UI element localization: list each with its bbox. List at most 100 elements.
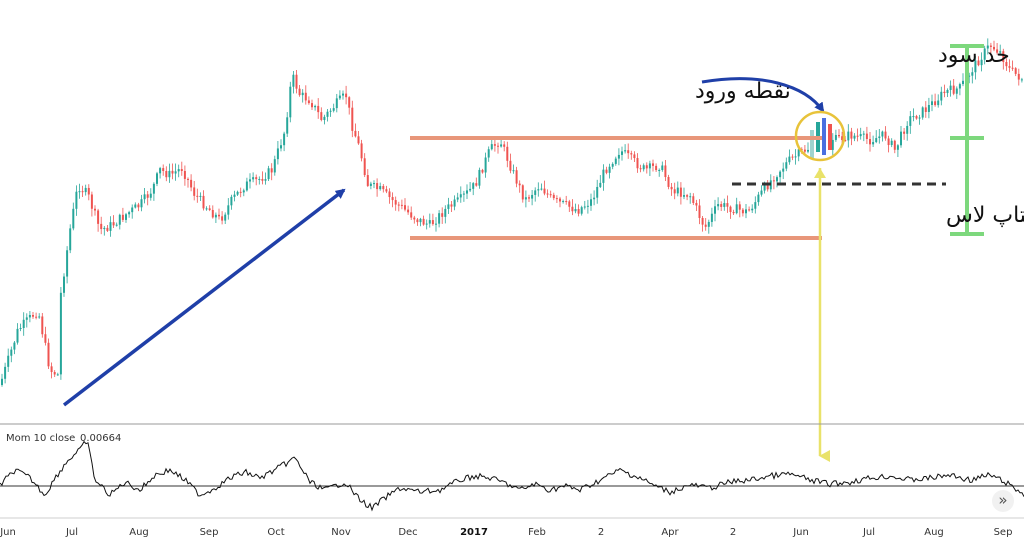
candle xyxy=(47,338,50,369)
candle xyxy=(704,218,707,231)
candle xyxy=(745,204,747,219)
x-tick-label: Dec xyxy=(398,527,417,538)
candle xyxy=(890,138,893,148)
candle xyxy=(456,192,459,203)
momentum-line xyxy=(0,440,1024,512)
candle xyxy=(13,341,16,355)
candle xyxy=(509,153,512,174)
candle xyxy=(971,67,974,84)
candle xyxy=(311,99,313,110)
candle xyxy=(400,199,403,210)
candle xyxy=(689,192,692,204)
uptrend-arrow xyxy=(62,188,346,407)
scroll-right-button[interactable]: » xyxy=(992,490,1014,512)
candle xyxy=(177,164,180,178)
candle xyxy=(627,143,630,159)
candle xyxy=(115,222,118,227)
candle xyxy=(679,182,682,205)
candle xyxy=(968,72,971,84)
candle xyxy=(183,165,186,186)
candle xyxy=(165,166,168,182)
candle xyxy=(518,180,521,193)
candle xyxy=(921,106,924,120)
candle xyxy=(249,173,251,189)
candle xyxy=(555,195,558,203)
candle xyxy=(993,40,995,52)
candle xyxy=(59,287,62,380)
candle xyxy=(937,94,940,108)
candle xyxy=(983,45,986,65)
candle xyxy=(478,167,481,189)
candle xyxy=(490,139,493,151)
candle xyxy=(521,184,524,203)
candle xyxy=(831,133,834,156)
candle xyxy=(435,217,437,232)
candle xyxy=(838,129,840,139)
candle xyxy=(38,313,41,319)
candle xyxy=(869,132,871,152)
candle xyxy=(686,193,689,201)
candle xyxy=(444,205,447,224)
candle xyxy=(562,199,565,204)
candle xyxy=(1002,48,1005,70)
candle xyxy=(701,216,704,232)
candle xyxy=(162,164,165,176)
candle xyxy=(524,190,527,208)
candle xyxy=(338,90,341,101)
momentum-path xyxy=(0,440,1024,512)
candle xyxy=(280,139,282,152)
candle xyxy=(431,213,434,226)
candle xyxy=(385,185,388,194)
candle xyxy=(608,163,611,179)
candle xyxy=(196,188,199,203)
candle xyxy=(242,188,245,197)
candle xyxy=(974,56,977,80)
candle xyxy=(896,144,899,158)
candle xyxy=(757,191,760,206)
entry-candle xyxy=(822,118,826,155)
candle xyxy=(472,182,475,196)
candle xyxy=(255,174,258,186)
candle xyxy=(252,172,255,183)
candle xyxy=(441,207,444,224)
candle xyxy=(676,181,679,197)
candle xyxy=(940,86,943,106)
candle xyxy=(72,202,75,231)
candle xyxy=(332,103,335,113)
target-bracket xyxy=(950,44,984,236)
candle xyxy=(118,213,121,230)
candle xyxy=(503,141,506,152)
candle xyxy=(859,127,862,140)
candle xyxy=(875,130,878,144)
candle xyxy=(958,82,961,96)
indicator-name: Mom 10 close xyxy=(6,433,75,444)
candle xyxy=(735,197,738,215)
candle xyxy=(1020,77,1023,83)
candle xyxy=(931,94,933,112)
candle xyxy=(84,184,87,196)
candle xyxy=(924,101,927,118)
candle xyxy=(605,166,608,175)
candle xyxy=(785,157,788,172)
candle xyxy=(382,184,385,193)
candle xyxy=(394,196,397,211)
candle xyxy=(63,273,65,297)
entry-circle xyxy=(794,110,846,162)
candle xyxy=(41,313,44,338)
candle xyxy=(611,162,614,170)
candle xyxy=(850,127,853,146)
entry-pointer-arrow xyxy=(701,77,825,113)
candle xyxy=(227,198,230,220)
candle xyxy=(732,209,735,216)
candle xyxy=(540,183,543,191)
candle xyxy=(4,362,7,384)
candle xyxy=(949,80,952,97)
candle xyxy=(946,88,949,97)
candle xyxy=(351,100,354,138)
candle xyxy=(807,142,809,154)
candle xyxy=(193,180,196,201)
x-tick-label: Jun xyxy=(0,527,16,538)
candle xyxy=(915,114,918,120)
candle xyxy=(962,73,964,87)
